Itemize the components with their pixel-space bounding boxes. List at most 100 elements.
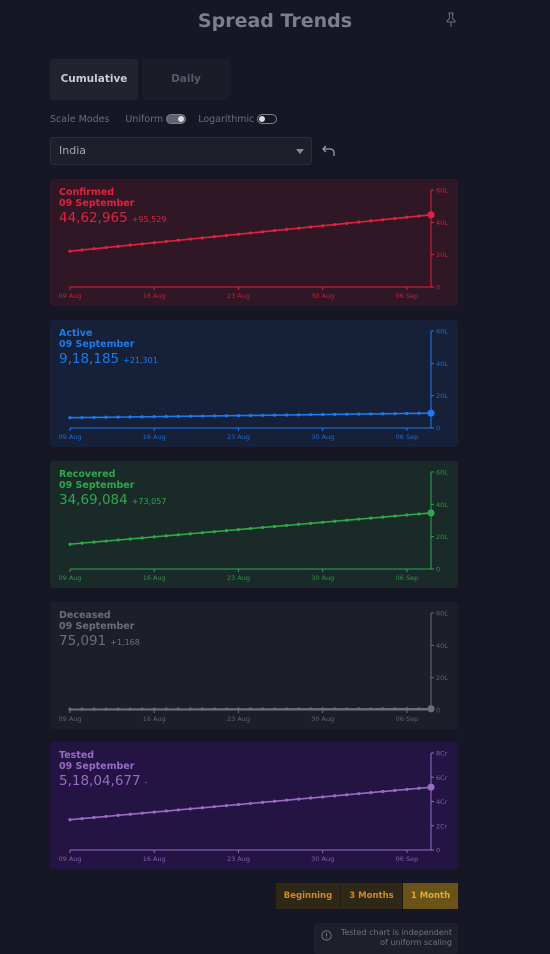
data-point — [333, 707, 337, 711]
range-beginning-button[interactable]: Beginning — [276, 883, 340, 909]
data-point — [188, 532, 192, 536]
confirmed-value: 44,62,965 — [59, 210, 128, 226]
data-point — [333, 222, 337, 227]
data-point — [152, 707, 156, 711]
data-point — [140, 415, 144, 419]
data-point — [345, 221, 349, 225]
data-point — [128, 812, 132, 816]
latest-data-point[interactable] — [427, 705, 435, 713]
data-point — [393, 514, 397, 518]
recovered-chart: 0 20L 40L 60L 09 Aug 16 Aug 23 Aug 30 Aug 06 Sep — [58, 469, 448, 583]
data-point — [333, 794, 337, 798]
data-point — [272, 707, 277, 711]
x-tick-label: 16 Aug — [143, 574, 166, 582]
data-point — [164, 809, 168, 813]
data-point — [164, 414, 168, 419]
data-point — [369, 516, 373, 520]
data-point — [345, 412, 349, 416]
latest-data-point[interactable] — [427, 409, 435, 417]
range-3-months-button[interactable]: 3 Months — [340, 883, 402, 909]
data-point — [104, 415, 108, 419]
data-point — [188, 237, 192, 241]
data-point — [212, 235, 216, 239]
page-title: Spread Trends — [197, 10, 353, 32]
deceased-title: Deceased — [59, 610, 111, 621]
data-point — [417, 707, 421, 711]
confirmed-title: Confirmed — [59, 187, 115, 198]
data-point — [212, 530, 216, 534]
data-point — [200, 707, 204, 711]
data-point — [176, 707, 180, 711]
data-point — [236, 527, 241, 532]
latest-data-point[interactable] — [427, 783, 435, 791]
latest-data-point[interactable] — [427, 509, 435, 517]
data-point — [321, 224, 325, 228]
info-icon — [321, 930, 332, 941]
pin-icon[interactable] — [444, 12, 458, 28]
x-tick-label: 16 Aug — [143, 855, 166, 863]
active-delta: +21,301 — [123, 356, 158, 365]
data-point — [68, 818, 72, 822]
data-point — [188, 414, 192, 418]
confirmed-delta: +95,529 — [131, 215, 167, 224]
data-point — [369, 412, 373, 416]
x-tick-label: 09 Aug — [58, 574, 81, 582]
data-point — [236, 707, 241, 711]
x-tick-label: 09 Aug — [58, 292, 81, 300]
view-tabs: Cumulative Daily — [50, 59, 230, 100]
data-point — [248, 231, 253, 235]
y-tick-label: 40L — [436, 219, 448, 227]
deceased-value-line: 75,091 +1,168 — [59, 633, 140, 649]
data-point — [140, 707, 144, 711]
deceased-value: 75,091 — [59, 633, 107, 649]
data-point — [333, 412, 337, 416]
data-point — [92, 707, 96, 711]
data-point — [285, 798, 289, 802]
data-point — [212, 414, 216, 418]
x-tick-label: 06 Sep — [396, 292, 419, 300]
data-point — [92, 415, 96, 420]
region-select[interactable]: India — [50, 137, 312, 165]
data-point — [80, 248, 84, 252]
tested-chart: 0 2Cr 4Cr 6Cr 8Cr 09 Aug 16 Aug 23 Aug 30 Aug 06 … — [58, 750, 447, 864]
latest-data-point[interactable] — [427, 211, 435, 219]
data-point — [357, 220, 361, 224]
chevron-down-icon — [296, 149, 304, 154]
data-point — [297, 797, 301, 801]
data-point — [152, 415, 156, 419]
data-point — [92, 540, 96, 544]
undo-icon[interactable] — [322, 145, 336, 157]
tested-title: Tested — [59, 750, 95, 761]
active-chart: 0 20L 40L 60L 09 Aug 16 Aug 23 Aug 30 Aug 06 Sep — [58, 328, 448, 442]
region-select-value: India — [59, 144, 86, 157]
data-point — [369, 707, 373, 711]
x-tick-label: 16 Aug — [143, 715, 166, 723]
data-point — [128, 537, 132, 541]
data-point — [104, 814, 108, 819]
active-date: 09 September — [59, 339, 135, 350]
data-point — [393, 216, 397, 221]
data-point — [381, 218, 385, 222]
x-tick-label: 16 Aug — [143, 292, 166, 300]
data-point — [309, 413, 313, 417]
recovered-title: Recovered — [59, 469, 116, 480]
data-point — [200, 531, 204, 535]
y-tick-label: 0 — [436, 566, 440, 574]
data-point — [381, 515, 385, 519]
tested-scaling-note: Tested chart is independent of uniform s… — [314, 923, 458, 954]
x-tick-label: 30 Aug — [311, 574, 334, 582]
recovered-date: 09 September — [59, 480, 135, 491]
data-point — [297, 522, 301, 526]
y-tick-label: 20L — [436, 533, 448, 541]
x-tick-label: 06 Sep — [396, 574, 419, 582]
active-chart-card: 0 20L 40L 60L 09 Aug 16 Aug 23 Aug 30 Aug 06 Sep… — [50, 320, 458, 447]
tab-cumulative[interactable]: Cumulative — [50, 59, 138, 100]
logarithmic-toggle[interactable] — [257, 114, 278, 124]
data-point — [417, 214, 421, 218]
tab-daily[interactable]: Daily — [142, 59, 230, 100]
range-1-month-button[interactable]: 1 Month — [402, 883, 458, 909]
data-point — [176, 533, 180, 537]
y-tick-label: 40L — [436, 501, 448, 509]
uniform-toggle[interactable] — [166, 114, 187, 124]
data-point — [272, 799, 277, 803]
